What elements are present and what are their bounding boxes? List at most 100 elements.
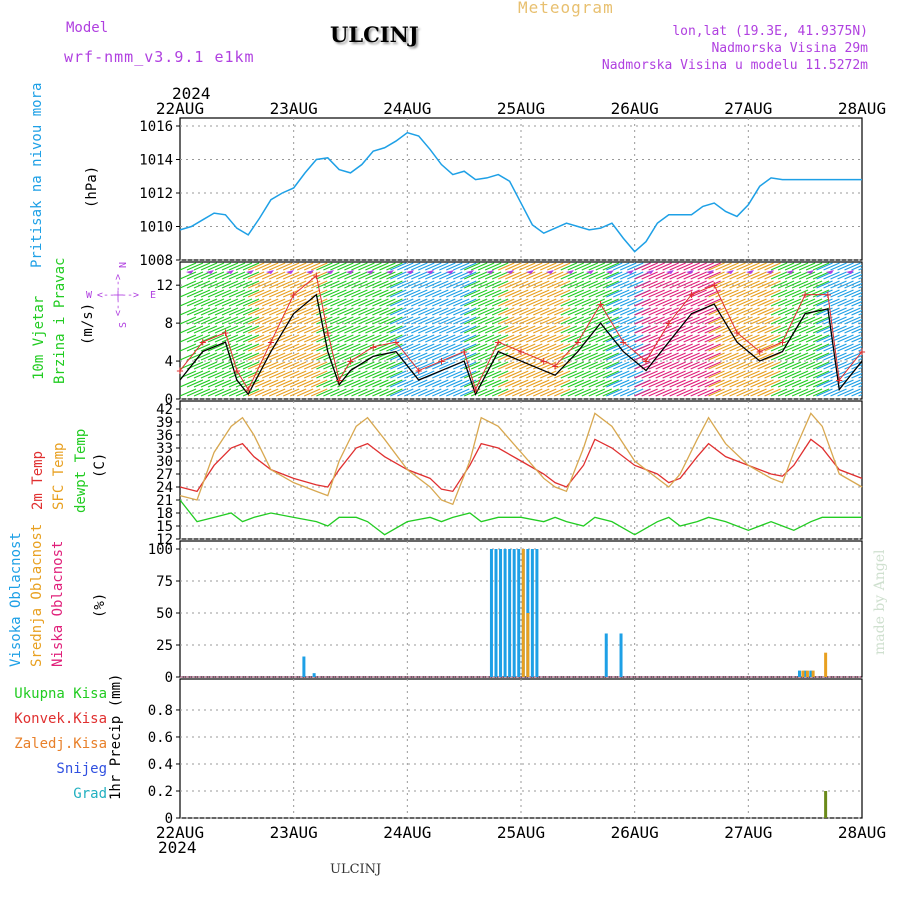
wind-arrow (704, 352, 721, 361)
wind-arrow (200, 307, 218, 316)
wind-arrow (200, 343, 218, 352)
wind-gust-marker: + (574, 335, 581, 349)
wind-arrow (540, 316, 557, 325)
wind-arrow (784, 352, 802, 361)
lonlat-label: lon,lat (19.3E, 41.9375N) (672, 24, 868, 39)
wind-arrow (404, 316, 421, 325)
wind-arrow (620, 262, 637, 271)
wind-arrow (337, 343, 354, 352)
wind-arrow (247, 316, 265, 325)
wind-arrow (648, 289, 665, 298)
wind-arrow (858, 267, 862, 271)
wind-arrow (676, 388, 693, 397)
wind-arrow (200, 271, 218, 280)
wind-arrow (247, 289, 265, 298)
wind-arrow (242, 352, 260, 361)
wind-arrow (851, 291, 862, 298)
wind-arrow (595, 280, 613, 289)
wind-arrow (770, 289, 788, 298)
wind-arrow (365, 334, 382, 343)
wind-arrow (379, 388, 396, 397)
wind-arrow (372, 325, 389, 334)
wind-arrow (729, 325, 746, 334)
wind-gust-line (179, 274, 863, 391)
wind-arrow (512, 298, 529, 307)
wind-arrow (777, 307, 795, 316)
wind-arrow (411, 298, 428, 307)
wind-arrow (193, 271, 211, 280)
wind-arrow (683, 307, 700, 316)
wind-arrow (567, 280, 585, 289)
wind-arrow (266, 270, 274, 274)
wind-arrow (581, 388, 599, 397)
wind-arrow (344, 307, 361, 316)
wind-gust-marker: + (324, 326, 331, 340)
wind-arrow (662, 262, 679, 271)
wind-arrow (439, 316, 456, 325)
wind-arrow (554, 289, 571, 298)
wind-arrow (770, 298, 788, 307)
wind-gust-marker: + (290, 288, 297, 302)
wind-gust-marker: + (267, 335, 274, 349)
wind-arrow (180, 388, 197, 397)
wind-arrow (397, 334, 414, 343)
wind-arrow (676, 262, 693, 271)
wind-arrow (655, 361, 672, 370)
wind-arrow (648, 307, 665, 316)
wind-arrow (411, 289, 428, 298)
wind-arrow (648, 280, 665, 289)
wind-arrow (316, 361, 333, 370)
wind-arrow (837, 289, 854, 298)
wind-arrow (683, 352, 700, 361)
wind-arrow (446, 289, 463, 298)
wind-arrow (690, 370, 707, 379)
wind-arrow (798, 370, 816, 379)
y-tick-label: 50 (156, 606, 173, 622)
wind-arrow (486, 270, 494, 274)
wind-arrow (351, 280, 368, 289)
wind-arrow (186, 298, 204, 307)
wind-arrow (506, 270, 514, 274)
wind-arrow (344, 262, 361, 271)
wind-arrow (446, 334, 463, 343)
wind-arrow (512, 316, 529, 325)
wind-arrow (704, 334, 721, 343)
wind-arrow (439, 388, 456, 397)
wind-arrow (470, 280, 488, 289)
wind-arrow (470, 343, 488, 352)
wind-arrow (193, 316, 211, 325)
wind-arrow (411, 307, 428, 316)
wind-arrow (595, 289, 613, 298)
wind-arrow (830, 307, 847, 316)
wind-arrow (613, 307, 630, 316)
wind-arrow (484, 361, 502, 370)
wind-arrow (666, 270, 674, 274)
wind-arrow (323, 271, 340, 280)
wind-arrow (268, 370, 286, 379)
wind-arrow (425, 262, 442, 271)
wind-arrow (812, 271, 830, 280)
wind-arrow (282, 298, 300, 307)
wind-arrow (505, 334, 522, 343)
wind-arrow (805, 289, 823, 298)
wind-arrow (432, 289, 449, 298)
wind-arrow (846, 270, 854, 274)
wind-arrow (207, 298, 225, 307)
wind-arrow (851, 318, 862, 325)
wind-arrow (743, 370, 760, 379)
wind-arrow (816, 370, 833, 379)
wind-arrow (683, 280, 700, 289)
wind-arrow (470, 262, 488, 271)
wind-arrow (851, 372, 862, 379)
wind-arrow (275, 343, 293, 352)
wind-arrow (484, 379, 502, 388)
wind-arrow (697, 289, 714, 298)
wind-arrow (729, 343, 746, 352)
wind-arrow (254, 307, 272, 316)
wind-arrow (432, 298, 449, 307)
wind-arrow (275, 370, 293, 379)
wind-arrow (379, 334, 396, 343)
wind-arrow (648, 343, 665, 352)
wind-arrow (247, 298, 265, 307)
wind-arrow (547, 316, 564, 325)
